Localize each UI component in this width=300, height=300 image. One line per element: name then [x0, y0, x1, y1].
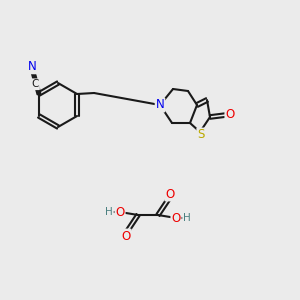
Text: S: S — [197, 128, 205, 142]
Text: O: O — [171, 212, 181, 224]
Text: O: O — [165, 188, 175, 200]
Text: N: N — [28, 60, 37, 73]
Text: H: H — [183, 213, 191, 223]
Text: N: N — [156, 98, 164, 112]
Text: C: C — [32, 79, 39, 89]
Text: H: H — [105, 207, 113, 217]
Text: O: O — [225, 109, 235, 122]
Text: O: O — [122, 230, 130, 242]
Text: O: O — [116, 206, 124, 218]
